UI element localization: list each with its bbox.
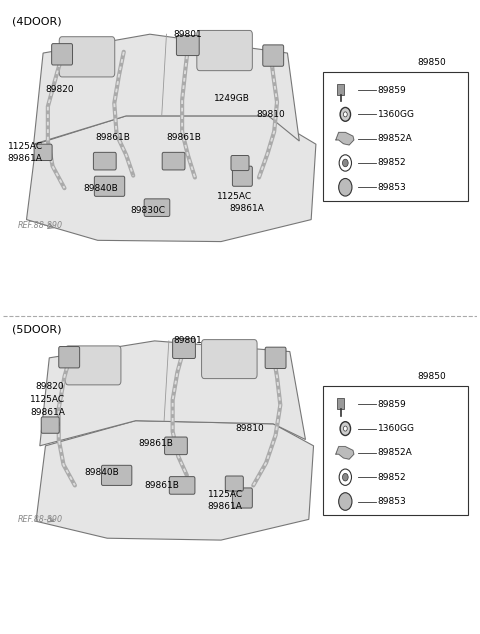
Text: 89853: 89853 [378,183,407,192]
Bar [337,398,344,410]
Text: REF.88-890: REF.88-890 [18,515,63,524]
FancyBboxPatch shape [265,347,286,368]
FancyBboxPatch shape [52,44,72,65]
Circle shape [340,107,350,121]
Text: 89861A: 89861A [208,502,242,511]
Circle shape [343,112,347,117]
Text: 1125AC: 1125AC [217,192,252,201]
Polygon shape [336,133,354,145]
Text: (4DOOR): (4DOOR) [12,16,62,27]
FancyBboxPatch shape [101,465,132,486]
FancyBboxPatch shape [169,477,195,495]
FancyBboxPatch shape [197,30,252,70]
Text: 1125AC: 1125AC [208,489,243,499]
Bar [323,72,468,201]
Text: 89850: 89850 [417,58,446,67]
FancyBboxPatch shape [94,152,116,170]
Text: 89853: 89853 [378,497,407,506]
Text: 89861A: 89861A [229,204,264,214]
FancyBboxPatch shape [34,144,52,160]
Text: 89861B: 89861B [96,133,130,143]
Text: 1125AC: 1125AC [8,141,43,150]
Text: 1360GG: 1360GG [378,424,415,433]
Circle shape [339,469,351,486]
Text: 89861B: 89861B [138,439,173,448]
Circle shape [343,426,347,431]
Text: 89859: 89859 [378,86,407,94]
FancyBboxPatch shape [231,155,249,171]
Polygon shape [336,446,354,459]
Circle shape [340,422,350,436]
Text: 89820: 89820 [46,85,74,94]
Text: 1249GB: 1249GB [214,94,250,103]
Text: 89861A: 89861A [8,154,42,163]
Text: 89852: 89852 [378,158,406,167]
Circle shape [342,159,348,167]
Circle shape [339,493,352,510]
Text: 89861B: 89861B [144,481,179,490]
Circle shape [339,155,351,171]
FancyBboxPatch shape [263,45,284,66]
Text: (5DOOR): (5DOOR) [12,325,62,335]
FancyBboxPatch shape [232,488,252,508]
Text: 89810: 89810 [257,110,285,119]
Polygon shape [26,116,316,242]
Text: 89820: 89820 [35,382,64,391]
Circle shape [339,179,352,196]
Text: 89852A: 89852A [378,448,412,457]
Text: 89861A: 89861A [30,408,65,417]
Text: 89840B: 89840B [84,184,118,193]
FancyBboxPatch shape [225,476,243,491]
Text: 1125AC: 1125AC [30,396,65,404]
Polygon shape [40,341,305,446]
Bar [323,386,468,515]
Text: 89830C: 89830C [130,205,165,215]
Text: 89861B: 89861B [167,133,201,143]
Text: 89850: 89850 [417,372,446,381]
FancyBboxPatch shape [232,166,252,186]
FancyBboxPatch shape [162,152,185,170]
FancyBboxPatch shape [65,346,121,385]
Polygon shape [36,421,313,540]
FancyBboxPatch shape [95,176,125,197]
FancyBboxPatch shape [177,36,199,56]
Text: 89859: 89859 [378,400,407,409]
Polygon shape [34,34,300,144]
FancyBboxPatch shape [144,199,170,216]
Circle shape [342,474,348,481]
Text: 89810: 89810 [235,424,264,434]
FancyBboxPatch shape [202,340,257,378]
Text: 89801: 89801 [174,337,203,346]
Bar [337,84,344,95]
FancyBboxPatch shape [173,339,195,358]
FancyBboxPatch shape [41,417,59,433]
FancyBboxPatch shape [59,37,115,77]
FancyBboxPatch shape [59,347,80,368]
Text: 1360GG: 1360GG [378,110,415,119]
Text: 89852: 89852 [378,473,406,482]
FancyBboxPatch shape [165,437,187,455]
Text: 89852A: 89852A [378,134,412,143]
Text: 89801: 89801 [174,30,203,39]
Text: 89840B: 89840B [84,469,119,477]
Text: REF.88-890: REF.88-890 [18,221,63,230]
